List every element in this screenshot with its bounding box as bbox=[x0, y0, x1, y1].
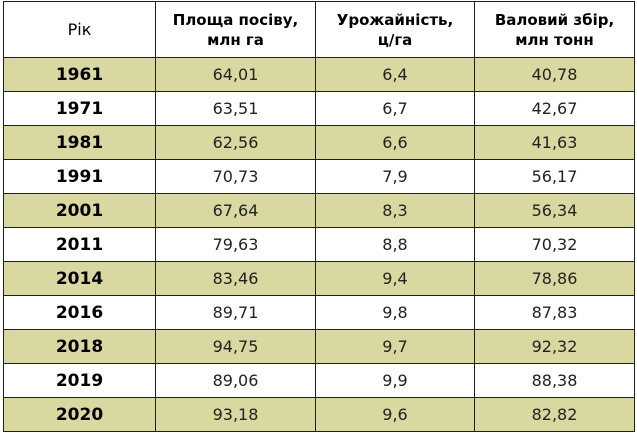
area-cell: 89,71 bbox=[155, 295, 316, 330]
table-row: 1991 70,73 7,9 56,17 bbox=[3, 159, 635, 194]
harvest-cell: 87,83 bbox=[474, 295, 635, 330]
header-harvest: Валовий збір, млн тонн bbox=[474, 1, 635, 58]
year-cell: 2014 bbox=[3, 261, 156, 296]
yield-cell: 9,4 bbox=[315, 261, 475, 296]
year-cell: 1991 bbox=[3, 159, 156, 194]
statistics-table: Рік Площа посіву, млн га Урожайність, ц/… bbox=[3, 1, 635, 432]
header-year: Рік bbox=[3, 1, 156, 58]
yield-cell: 8,8 bbox=[315, 227, 475, 262]
header-year-label: Рік bbox=[67, 19, 92, 39]
area-cell: 63,51 bbox=[155, 91, 316, 126]
year-cell: 2019 bbox=[3, 363, 156, 398]
yield-cell: 9,6 bbox=[315, 397, 475, 432]
table-row: 2001 67,64 8,3 56,34 bbox=[3, 193, 635, 228]
table-row: 2020 93,18 9,6 82,82 bbox=[3, 397, 635, 432]
harvest-cell: 82,82 bbox=[474, 397, 635, 432]
harvest-cell: 41,63 bbox=[474, 125, 635, 160]
header-harvest-line2: млн тонн bbox=[515, 30, 594, 49]
area-cell: 64,01 bbox=[155, 57, 316, 92]
header-yield-line2: ц/га bbox=[377, 30, 413, 49]
header-row: Рік Площа посіву, млн га Урожайність, ц/… bbox=[3, 1, 635, 58]
table-row: 2018 94,75 9,7 92,32 bbox=[3, 329, 635, 364]
header-area-line1: Площа посіву, bbox=[172, 10, 299, 29]
harvest-cell: 56,17 bbox=[474, 159, 635, 194]
harvest-cell: 92,32 bbox=[474, 329, 635, 364]
header-area-line2: млн га bbox=[207, 30, 264, 49]
yield-cell: 6,4 bbox=[315, 57, 475, 92]
yield-cell: 9,7 bbox=[315, 329, 475, 364]
table-row: 2011 79,63 8,8 70,32 bbox=[3, 227, 635, 262]
yield-cell: 9,8 bbox=[315, 295, 475, 330]
harvest-cell: 88,38 bbox=[474, 363, 635, 398]
harvest-cell: 70,32 bbox=[474, 227, 635, 262]
year-cell: 2001 bbox=[3, 193, 156, 228]
harvest-cell: 40,78 bbox=[474, 57, 635, 92]
year-cell: 1971 bbox=[3, 91, 156, 126]
table-row: 1961 64,01 6,4 40,78 bbox=[3, 57, 635, 92]
area-cell: 70,73 bbox=[155, 159, 316, 194]
table-row: 2019 89,06 9,9 88,38 bbox=[3, 363, 635, 398]
year-cell: 2016 bbox=[3, 295, 156, 330]
area-cell: 67,64 bbox=[155, 193, 316, 228]
area-cell: 79,63 bbox=[155, 227, 316, 262]
area-cell: 62,56 bbox=[155, 125, 316, 160]
yield-cell: 9,9 bbox=[315, 363, 475, 398]
yield-cell: 6,6 bbox=[315, 125, 475, 160]
yield-cell: 7,9 bbox=[315, 159, 475, 194]
year-cell: 2020 bbox=[3, 397, 156, 432]
harvest-cell: 42,67 bbox=[474, 91, 635, 126]
year-cell: 2011 bbox=[3, 227, 156, 262]
yield-cell: 8,3 bbox=[315, 193, 475, 228]
header-yield: Урожайність, ц/га bbox=[315, 1, 475, 58]
year-cell: 2018 bbox=[3, 329, 156, 364]
yield-cell: 6,7 bbox=[315, 91, 475, 126]
year-cell: 1961 bbox=[3, 57, 156, 92]
area-cell: 83,46 bbox=[155, 261, 316, 296]
year-cell: 1981 bbox=[3, 125, 156, 160]
header-area: Площа посіву, млн га bbox=[155, 1, 316, 58]
table-row: 2016 89,71 9,8 87,83 bbox=[3, 295, 635, 330]
harvest-cell: 78,86 bbox=[474, 261, 635, 296]
header-harvest-line1: Валовий збір, bbox=[494, 10, 615, 29]
table-row: 1971 63,51 6,7 42,67 bbox=[3, 91, 635, 126]
area-cell: 93,18 bbox=[155, 397, 316, 432]
table-row: 1981 62,56 6,6 41,63 bbox=[3, 125, 635, 160]
harvest-cell: 56,34 bbox=[474, 193, 635, 228]
area-cell: 94,75 bbox=[155, 329, 316, 364]
area-cell: 89,06 bbox=[155, 363, 316, 398]
header-yield-line1: Урожайність, bbox=[336, 10, 454, 29]
table-row: 2014 83,46 9,4 78,86 bbox=[3, 261, 635, 296]
